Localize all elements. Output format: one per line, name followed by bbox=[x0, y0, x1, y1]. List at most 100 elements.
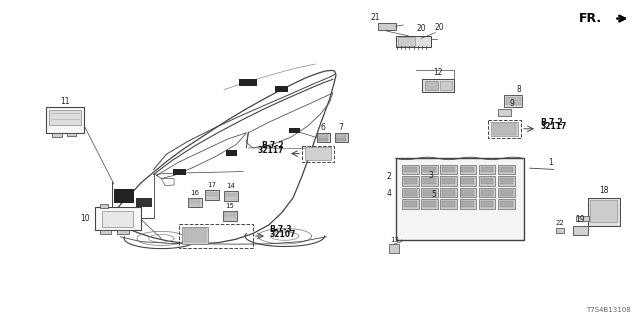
Text: 10: 10 bbox=[80, 214, 90, 223]
Bar bbox=[460, 165, 476, 174]
Bar bbox=[479, 199, 495, 209]
Bar bbox=[100, 230, 111, 234]
Bar bbox=[302, 146, 334, 162]
Bar bbox=[500, 178, 513, 184]
Text: 32117: 32117 bbox=[258, 146, 284, 155]
Bar bbox=[136, 198, 152, 207]
Bar bbox=[378, 23, 396, 30]
Bar bbox=[421, 188, 438, 197]
Bar bbox=[498, 176, 515, 186]
Bar bbox=[461, 167, 474, 172]
Text: 5: 5 bbox=[431, 190, 436, 199]
Text: 32107: 32107 bbox=[269, 229, 296, 238]
Bar bbox=[442, 178, 455, 184]
Bar bbox=[173, 169, 186, 175]
Bar bbox=[460, 199, 476, 209]
Bar bbox=[189, 204, 200, 206]
Text: 7: 7 bbox=[339, 123, 344, 132]
Bar bbox=[189, 199, 200, 203]
Bar bbox=[442, 190, 455, 196]
Bar bbox=[206, 192, 218, 196]
Bar bbox=[404, 167, 417, 172]
Text: 32117: 32117 bbox=[540, 122, 566, 131]
Bar bbox=[275, 86, 288, 92]
Bar bbox=[440, 165, 457, 174]
Text: 20: 20 bbox=[434, 23, 444, 32]
Text: 3: 3 bbox=[428, 172, 433, 180]
Bar bbox=[389, 244, 399, 253]
Bar bbox=[421, 199, 438, 209]
Bar bbox=[588, 198, 620, 226]
Bar bbox=[423, 167, 436, 172]
Text: 9: 9 bbox=[509, 99, 515, 108]
Bar bbox=[396, 158, 524, 240]
Bar bbox=[493, 123, 516, 135]
Bar bbox=[223, 211, 237, 221]
Text: 6: 6 bbox=[321, 123, 326, 132]
Bar bbox=[442, 201, 455, 207]
Bar bbox=[224, 217, 236, 220]
Text: 21: 21 bbox=[371, 13, 380, 22]
Bar bbox=[49, 110, 81, 125]
Text: T7S4B13108: T7S4B13108 bbox=[586, 307, 630, 313]
Text: 1: 1 bbox=[548, 158, 553, 167]
Bar bbox=[404, 190, 417, 196]
Bar bbox=[498, 165, 515, 174]
Bar bbox=[206, 196, 218, 199]
Bar bbox=[184, 228, 206, 242]
Bar bbox=[440, 81, 452, 90]
Bar bbox=[67, 133, 76, 136]
Bar bbox=[500, 201, 513, 207]
Bar bbox=[305, 147, 331, 160]
Bar bbox=[335, 133, 348, 142]
Bar bbox=[479, 165, 495, 174]
Text: 12: 12 bbox=[434, 68, 443, 77]
Bar bbox=[102, 211, 133, 227]
Bar bbox=[402, 199, 419, 209]
Bar bbox=[318, 134, 328, 137]
Bar bbox=[500, 190, 513, 196]
Bar bbox=[506, 97, 521, 105]
Text: 8: 8 bbox=[516, 85, 521, 94]
Bar bbox=[100, 204, 108, 208]
Bar bbox=[421, 165, 438, 174]
Text: 15: 15 bbox=[225, 203, 234, 209]
Text: 17: 17 bbox=[207, 182, 216, 188]
Bar bbox=[500, 167, 513, 172]
Bar bbox=[225, 197, 237, 200]
Bar bbox=[488, 120, 521, 138]
Text: 19: 19 bbox=[575, 215, 586, 224]
Bar bbox=[576, 216, 589, 221]
Bar bbox=[402, 188, 419, 197]
Bar bbox=[317, 133, 330, 142]
Bar bbox=[402, 165, 419, 174]
Bar bbox=[46, 107, 84, 133]
Bar bbox=[491, 122, 518, 136]
Bar bbox=[398, 37, 415, 46]
Bar bbox=[239, 79, 257, 86]
Bar bbox=[224, 212, 236, 216]
Bar bbox=[188, 198, 202, 207]
Bar bbox=[423, 178, 436, 184]
Bar bbox=[481, 201, 493, 207]
Text: 14: 14 bbox=[227, 183, 236, 189]
Bar bbox=[224, 191, 238, 201]
Text: 20: 20 bbox=[416, 24, 426, 33]
Bar bbox=[461, 190, 474, 196]
Text: 18: 18 bbox=[599, 186, 608, 195]
Bar bbox=[117, 230, 129, 234]
Bar bbox=[52, 133, 62, 137]
Bar bbox=[404, 201, 417, 207]
Bar bbox=[318, 138, 328, 141]
Bar bbox=[226, 150, 237, 156]
Bar bbox=[423, 201, 436, 207]
Bar bbox=[95, 207, 141, 230]
Bar bbox=[336, 138, 346, 141]
Text: 4: 4 bbox=[387, 189, 392, 198]
Bar bbox=[481, 178, 493, 184]
Bar bbox=[556, 228, 564, 233]
Bar bbox=[182, 227, 208, 244]
Text: 16: 16 bbox=[190, 190, 199, 196]
Bar bbox=[479, 176, 495, 186]
Bar bbox=[498, 109, 511, 116]
